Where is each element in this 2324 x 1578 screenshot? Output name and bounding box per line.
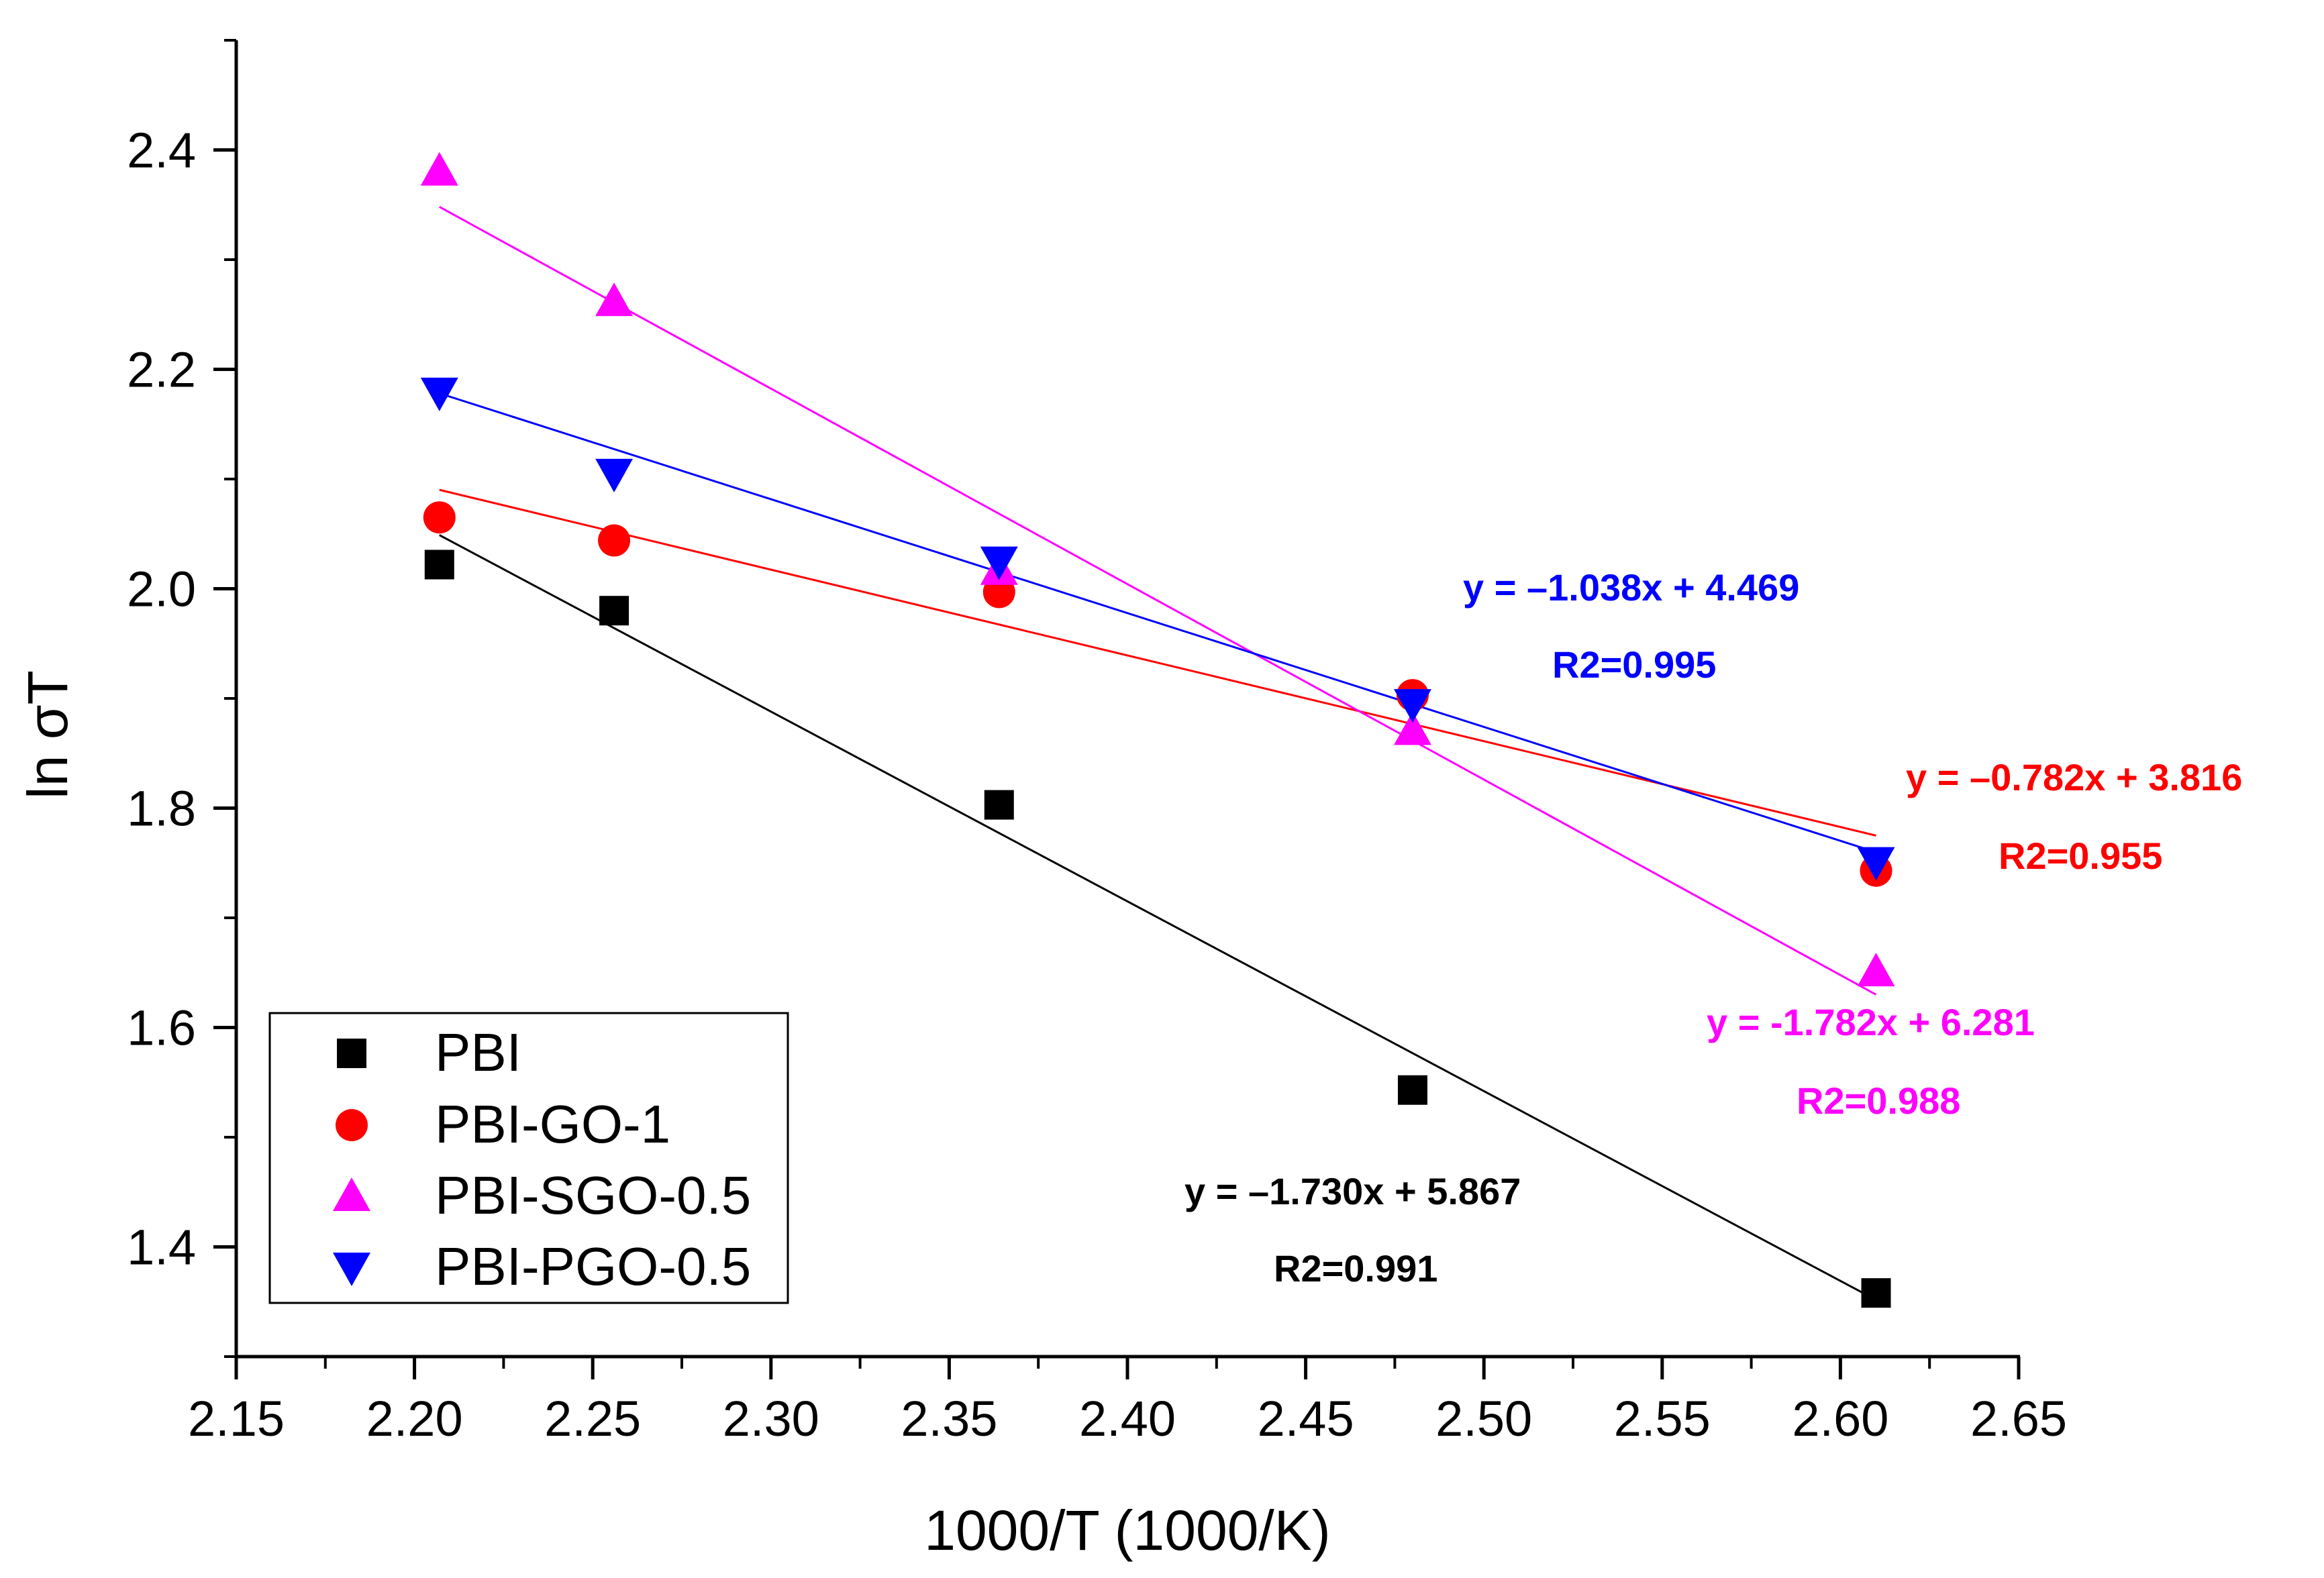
legend-marker-pbi-pgo [333, 1253, 370, 1286]
y-tick-label: 2.4 [127, 123, 196, 178]
data-point-pbi [984, 790, 1014, 820]
fit-line-pbi-pgo [439, 392, 1876, 853]
data-point-pbi-sgo [1393, 711, 1431, 745]
y-tick-label: 2.0 [127, 562, 196, 617]
axis-ticks: 2.15 2.20 2.25 2.30 2.35 2.40 2.45 2.50 2.55 2.60… [127, 39, 2067, 1446]
x-tick-label: 2.20 [366, 1391, 463, 1446]
data-point-pbi [424, 549, 454, 580]
data-point-pbi-sgo [595, 282, 634, 317]
fit-lines [439, 205, 1877, 1301]
data-point-pbi-sgo [420, 152, 458, 186]
fit-line-pbi-sgo [439, 205, 1877, 996]
data-point-pbi [599, 596, 629, 626]
data-point-pbi-pgo [1393, 689, 1431, 723]
legend-marker-pbi-sgo [333, 1177, 370, 1211]
fit-line-pbi [439, 534, 1877, 1301]
equation-pbi-sgo: y = -1.782x + 6.281 [1707, 1001, 2035, 1043]
x-tick-label: 2.35 [901, 1391, 997, 1446]
legend-marker-pbi-go [336, 1109, 368, 1141]
x-tick-label: 2.30 [723, 1391, 819, 1446]
fit-line-pbi-go [439, 488, 1876, 837]
x-tick-label: 2.45 [1258, 1391, 1354, 1446]
r2-pbi: R2=0.991 [1274, 1247, 1437, 1290]
x-tick-label: 2.55 [1614, 1391, 1711, 1446]
x-tick-label: 2.15 [188, 1391, 285, 1446]
data-point-pbi [1861, 1278, 1891, 1308]
r2-pbi-pgo: R2=0.995 [1552, 643, 1716, 686]
legend-label-pbi-go: PBI-GO-1 [435, 1094, 670, 1154]
legend: PBI PBI-GO-1 PBI-SGO-0.5 PBI-PGO-0.5 [268, 1012, 789, 1304]
legend-label-pbi-sgo: PBI-SGO-0.5 [435, 1165, 751, 1225]
legend-marker-pbi [337, 1039, 366, 1068]
equation-pbi-go: y = –0.782x + 3.816 [1906, 756, 2242, 798]
y-tick-label: 1.4 [127, 1220, 196, 1275]
data-point-pbi-pgo [420, 377, 458, 411]
data-point-pbi-pgo [980, 546, 1018, 580]
r2-pbi-sgo: R2=0.988 [1797, 1080, 1960, 1122]
x-axis-title: 1000/T (1000/K) [924, 1499, 1331, 1562]
x-tick-label: 2.60 [1792, 1391, 1888, 1446]
x-tick-label: 2.50 [1435, 1391, 1532, 1446]
y-axis-title: ln σT [16, 670, 79, 799]
data-markers [420, 152, 1895, 1308]
y-tick-label: 2.2 [127, 342, 196, 398]
legend-markers [333, 1039, 370, 1286]
data-point-pbi-go [423, 501, 456, 534]
data-point-pbi-go [598, 524, 631, 557]
equation-pbi-pgo: y = –1.038x + 4.469 [1463, 566, 1799, 609]
data-point-pbi-pgo [1857, 847, 1895, 881]
legend-label-pbi-pgo: PBI-PGO-0.5 [435, 1237, 751, 1296]
x-tick-label: 2.40 [1079, 1391, 1176, 1446]
equation-pbi: y = –1.730x + 5.867 [1184, 1170, 1521, 1212]
y-tick-label: 1.8 [127, 781, 196, 837]
legend-label-pbi: PBI [435, 1022, 521, 1082]
data-point-pbi-pgo [595, 458, 634, 492]
x-tick-label: 2.65 [1970, 1391, 2067, 1446]
y-tick-label: 1.6 [127, 1000, 196, 1056]
data-point-pbi [1397, 1075, 1427, 1105]
data-point-pbi-sgo [1857, 953, 1895, 987]
x-tick-label: 2.25 [544, 1391, 641, 1446]
r2-pbi-go: R2=0.955 [1999, 835, 2162, 877]
